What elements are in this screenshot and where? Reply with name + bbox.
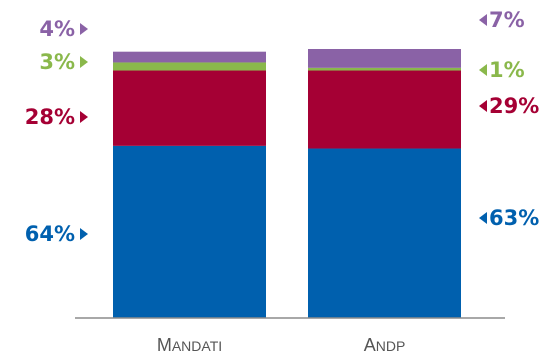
pointer-triangle-icon	[80, 228, 88, 240]
bar-segment-s2-andp	[308, 70, 461, 149]
data-labels-layer: 64% 28% 3% 4% 63% 29% 1% 7%	[25, 8, 540, 246]
pointer-triangle-icon	[80, 56, 88, 68]
category-label-mandati: MANDATI	[157, 335, 222, 355]
category-labels-layer: MANDATI ANDP	[157, 335, 405, 355]
data-label-s3-mandati: 3%	[39, 50, 75, 74]
pointer-triangle-icon	[80, 23, 88, 35]
bar-segment-s4-mandati	[113, 51, 266, 63]
bar-segment-s1-mandati	[113, 145, 266, 318]
pointer-triangle-icon	[80, 111, 88, 123]
data-label-s4-andp: 7%	[489, 8, 525, 32]
pointer-triangle-icon	[479, 100, 487, 112]
data-label-s1-andp: 63%	[489, 206, 539, 230]
pointer-triangle-icon	[479, 212, 487, 224]
bar-segment-s1-andp	[308, 148, 461, 318]
category-label-andp: ANDP	[364, 335, 406, 355]
bar-segment-s3-andp	[308, 67, 461, 71]
data-label-s4-mandati: 4%	[39, 17, 75, 41]
bars-layer	[113, 49, 461, 318]
pointer-triangle-icon	[479, 14, 487, 26]
data-label-s3-andp: 1%	[489, 58, 525, 82]
bar-segment-s4-andp	[308, 49, 461, 68]
bar-segment-s2-mandati	[113, 70, 266, 146]
data-label-s2-andp: 29%	[489, 94, 539, 118]
data-label-s2-mandati: 28%	[25, 105, 75, 129]
bar-segment-s3-mandati	[113, 62, 266, 71]
pointer-triangle-icon	[479, 64, 487, 76]
data-label-s1-mandati: 64%	[25, 222, 75, 246]
